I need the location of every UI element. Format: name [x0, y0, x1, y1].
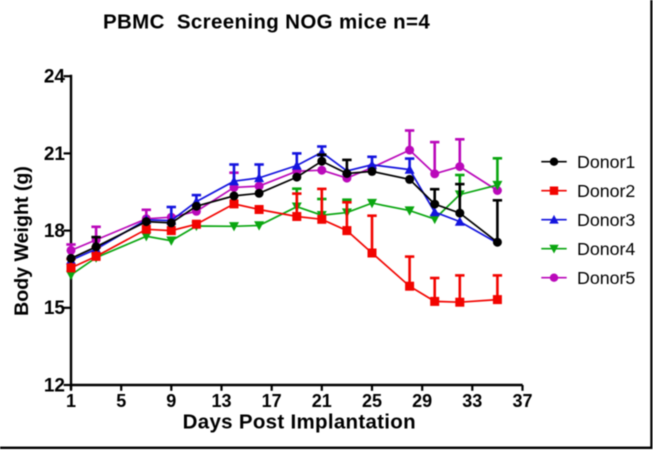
svg-text:9: 9	[166, 391, 176, 411]
svg-text:18: 18	[44, 221, 65, 242]
svg-text:12: 12	[44, 375, 65, 396]
svg-text:21: 21	[312, 391, 332, 411]
svg-text:29: 29	[412, 391, 432, 411]
svg-text:Donor2: Donor2	[577, 181, 635, 201]
svg-text:Body Weight (g): Body Weight (g)	[11, 166, 33, 316]
svg-text:17: 17	[262, 391, 282, 411]
svg-text:Donor5: Donor5	[577, 268, 635, 288]
svg-text:25: 25	[362, 391, 382, 411]
svg-text:24: 24	[44, 67, 66, 88]
svg-text:33: 33	[462, 391, 482, 411]
svg-text:Donor3: Donor3	[577, 210, 635, 230]
svg-text:13: 13	[211, 391, 231, 411]
svg-text:Donor4: Donor4	[577, 239, 635, 259]
svg-text:5: 5	[116, 391, 126, 411]
svg-text:Donor1: Donor1	[577, 152, 635, 172]
svg-text:Days Post Implantation: Days Post Implantation	[183, 411, 416, 434]
svg-text:37: 37	[512, 391, 532, 411]
svg-text:21: 21	[44, 144, 66, 165]
svg-text:15: 15	[44, 298, 66, 319]
svg-text:1: 1	[66, 391, 76, 411]
svg-text:PBMC Screening NOG mice n=4: PBMC Screening NOG mice n=4	[103, 11, 430, 34]
